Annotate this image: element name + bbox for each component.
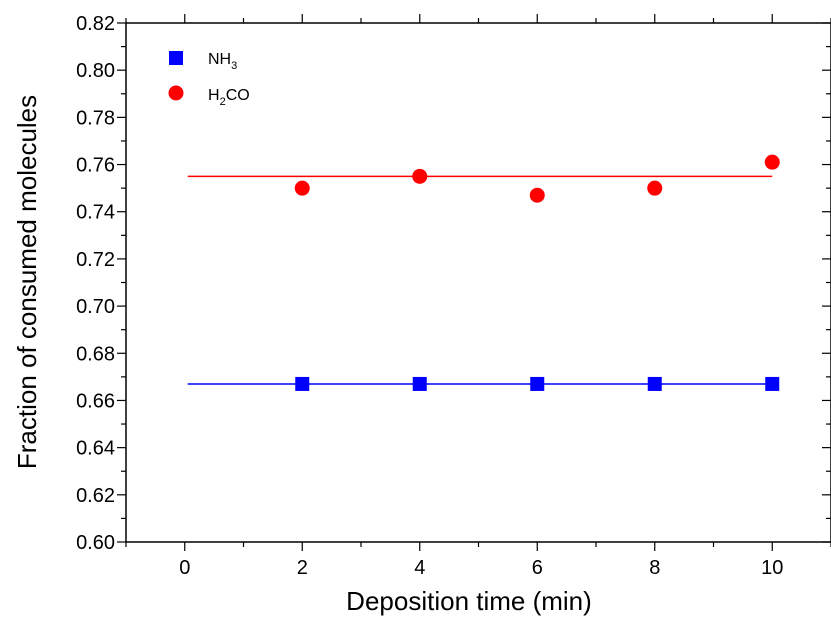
x-tick-label: 0 [179,557,190,579]
nh3-point [530,376,545,391]
legend-h2co-tail: CO [226,87,250,104]
legend-h2co-main: H [208,87,220,104]
nh3-point [765,376,780,391]
h2co-point [412,168,428,184]
y-tick-label: 0.76 [76,155,115,177]
y-tick-label: 0.70 [76,296,115,318]
y-tick-label: 0.66 [76,390,115,412]
nh3-point [412,376,427,391]
legend: NH3 H2CO [168,51,250,108]
x-tick-label: 2 [297,557,308,579]
y-tick-label: 0.64 [76,438,115,460]
legend-marker-h2co [168,85,184,101]
x-tick-label: 8 [649,557,660,579]
markers [294,154,780,391]
y-tick-label: 0.80 [76,60,115,82]
y-tick-label: 0.72 [76,249,115,271]
ticks: 0 2 4 6 8 10 0.60 0.62 0.64 0.66 0.68 0.70 0.72 0.74 0… [76,13,831,579]
legend-label-h2co: H2CO [208,87,250,108]
nh3-point [647,376,662,391]
x-tick-label: 6 [532,557,543,579]
x-axis-title: Deposition time (min) [346,586,592,616]
h2co-point [294,180,310,196]
h2co-point [647,180,663,196]
y-axis-title: Fraction of consumed molecules [12,95,42,469]
y-tick-label: 0.74 [76,202,115,224]
x-tick-label: 4 [414,557,425,579]
y-tick-label: 0.82 [76,13,115,35]
h2co-point [764,154,780,170]
nh3-point [295,376,310,391]
y-tick-label: 0.60 [76,532,115,554]
fit-lines [187,175,773,385]
y-tick-label: 0.62 [76,485,115,507]
legend-label-nh3: NH3 [208,51,237,72]
legend-marker-nh3 [169,51,183,65]
h2co-point [529,187,545,203]
y-tick-label: 0.68 [76,343,115,365]
legend-nh3-main: NH [208,51,231,68]
y-tick-label: 0.78 [76,107,115,129]
legend-nh3-sub: 3 [231,60,237,72]
x-tick-label: 10 [761,557,783,579]
legend-h2co-sub: 2 [220,96,226,108]
